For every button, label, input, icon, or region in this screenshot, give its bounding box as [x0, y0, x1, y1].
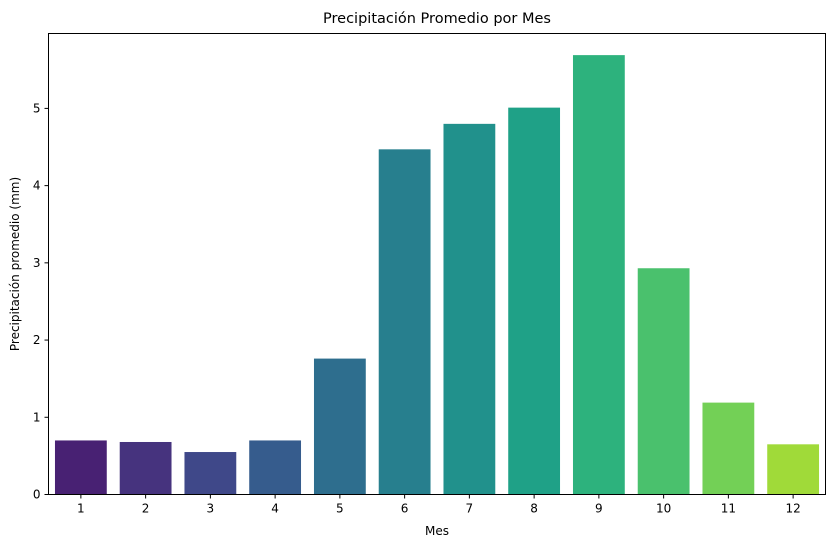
- x-axis: 1 2 3 4 5 6 7 8 9 10 11 12: [77, 494, 801, 516]
- y-tick-label: 0: [33, 488, 41, 502]
- y-axis: 0 1 2 3 4 5: [33, 101, 49, 502]
- y-tick-label: 1: [33, 410, 41, 424]
- x-tick-label: 5: [336, 502, 344, 516]
- x-tick-label: 9: [595, 502, 603, 516]
- bar-month-11: [702, 402, 755, 495]
- bar-month-9: [572, 55, 625, 495]
- bar-month-10: [637, 268, 690, 495]
- x-tick-label: 7: [466, 502, 474, 516]
- x-tick-label: 4: [271, 502, 279, 516]
- bar-month-6: [378, 149, 431, 495]
- x-tick-label: 2: [142, 502, 150, 516]
- y-tick-label: 5: [33, 101, 41, 115]
- plot-frame: [48, 33, 826, 495]
- x-tick-label: 10: [656, 502, 671, 516]
- bar-month-12: [767, 444, 820, 495]
- x-axis-label: Mes: [425, 524, 449, 538]
- y-tick-label: 3: [33, 256, 41, 270]
- x-tick-label: 12: [785, 502, 800, 516]
- y-tick-label: 4: [33, 179, 41, 193]
- x-tick-label: 6: [401, 502, 409, 516]
- bar-month-2: [119, 441, 172, 495]
- x-tick-label: 3: [207, 502, 215, 516]
- bar-month-7: [443, 123, 496, 495]
- bar-month-1: [54, 440, 107, 495]
- bar-month-4: [249, 440, 302, 495]
- bars-group: [54, 55, 820, 495]
- x-tick-label: 11: [721, 502, 736, 516]
- x-tick-label: 8: [530, 502, 538, 516]
- x-tick-label: 1: [77, 502, 85, 516]
- bar-month-5: [313, 358, 366, 495]
- bar-month-3: [184, 452, 237, 495]
- bar-month-8: [508, 107, 561, 495]
- y-tick-label: 2: [33, 333, 41, 347]
- y-axis-label: Precipitación promedio (mm): [8, 177, 22, 351]
- chart-title: Precipitación Promedio por Mes: [323, 11, 551, 27]
